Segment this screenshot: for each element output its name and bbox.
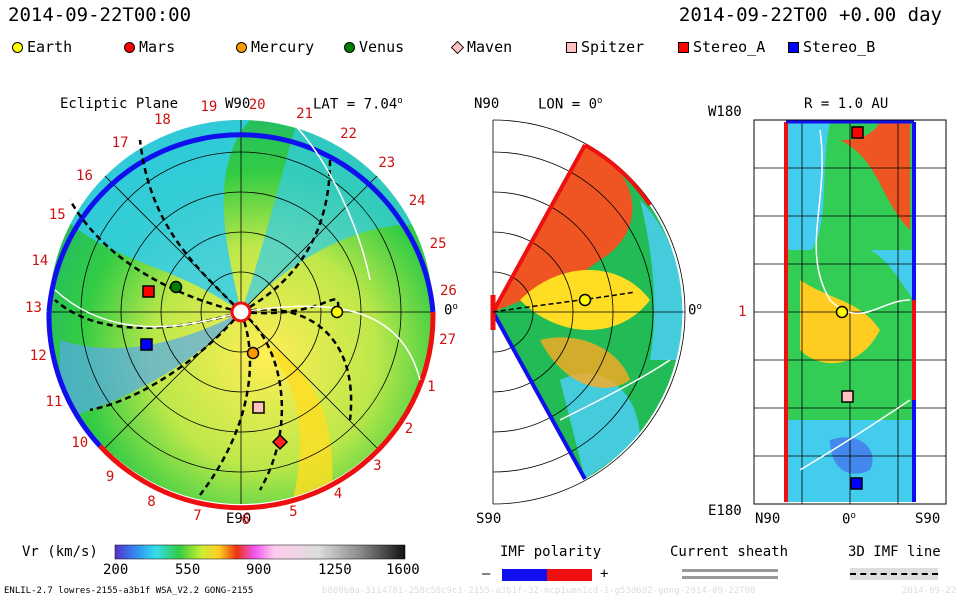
carrington-label: 16 (76, 167, 93, 184)
imf3d-title: 3D IMF line (848, 544, 941, 560)
imf-negative-swatch (502, 569, 547, 581)
radial-x-right: S90 (915, 511, 941, 527)
carrington-label: 3 (373, 457, 382, 474)
imf-polarity-title: IMF polarity (500, 544, 602, 560)
carrington-label: 11 (45, 394, 63, 411)
venus-marker-icon (344, 41, 355, 53)
header-date-right: 2014-09-22T00 +0.00 day (678, 4, 942, 26)
legend-item-maven: Maven (450, 38, 513, 56)
stereo-a-marker (142, 285, 155, 298)
imf3d-line (850, 573, 938, 575)
colorbar-tick-label: 900 (246, 562, 272, 578)
meridional-bottom-label: S90 (476, 511, 502, 527)
carrington-label: 14 (31, 252, 49, 269)
radial-x-left: N90 (755, 511, 781, 527)
mars-marker-icon (124, 41, 135, 53)
footer-date: 2014-09-22 (902, 586, 957, 596)
legend-item-venus: Venus (344, 38, 404, 56)
carrington-label: 13 (25, 300, 42, 317)
radial-top-label: W180 (708, 104, 742, 120)
earth-marker-icon (12, 41, 23, 53)
legend-item-mercury: Mercury (236, 38, 314, 56)
legend-label: Stereo_B (803, 38, 876, 56)
carrington-label: 7 (193, 508, 202, 525)
carrington-label: 23 (378, 155, 396, 172)
legend-label: Earth (27, 38, 73, 56)
carrington-label: 27 (439, 331, 456, 348)
colorbar-tick-label: 550 (175, 562, 201, 578)
mercury-marker (246, 346, 260, 360)
earth-marker (330, 305, 344, 319)
footer-model: ENLIL-2.7 lowres-2155-a3b1f WSA_V2.2 GON… (4, 586, 254, 596)
spitzer-marker (252, 401, 265, 414)
legend-item-earth: Earth (12, 38, 72, 56)
carrington-label: 10 (71, 434, 89, 451)
carrington-label: 9 (105, 468, 115, 485)
spitzer-marker-icon (566, 41, 577, 53)
imf-minus: – (482, 566, 491, 582)
legend-label: Mars (139, 38, 176, 56)
radial-bottom-label: E180 (708, 503, 742, 519)
legend-item-stereo-a: Stereo_A (678, 38, 765, 56)
carrington-label: 26 (439, 283, 457, 300)
colorbar (114, 544, 406, 560)
legend-label: Spitzer (581, 38, 645, 56)
meridional-right-label: 0o (688, 302, 702, 319)
header-date-left: 2014-09-22T00:00 (8, 4, 192, 26)
legend-label: Stereo_A (693, 38, 766, 56)
carrington-label: 24 (408, 192, 426, 209)
ecliptic-lat-label: LAT = 7.04o (313, 96, 403, 113)
venus-marker (169, 280, 183, 294)
carrington-label: 18 (153, 111, 171, 128)
stereo-b-marker-icon (788, 41, 799, 53)
legend-item-mars: Mars (124, 38, 175, 56)
carrington-label: 25 (429, 236, 447, 253)
carrington-label: 1 (427, 378, 436, 395)
mars-marker (271, 433, 289, 451)
carrington-label: 20 (248, 96, 266, 113)
stereo-b-marker (140, 338, 153, 351)
carrington-label: 21 (296, 105, 313, 122)
mercury-marker-icon (236, 41, 247, 53)
carrington-label: 4 (333, 485, 343, 502)
carrington-label: 22 (340, 125, 357, 142)
colorbar-tick-label: 1250 (318, 562, 352, 578)
carrington-label: 19 (200, 98, 218, 115)
legend-label: Mercury (251, 38, 315, 56)
legend-label: Venus (359, 38, 405, 56)
ecliptic-title: Ecliptic Plane (60, 96, 179, 112)
colorbar-label: Vr (km/s) (22, 544, 98, 560)
current-sheath-line-2 (682, 576, 778, 579)
colorbar-tick-label: 1600 (386, 562, 420, 578)
radial-x-mid: 0o (842, 511, 856, 528)
radial-title: R = 1.0 AU (804, 96, 889, 112)
ecliptic-top-label: W90 (225, 96, 251, 112)
carrington-label: 8 (147, 493, 156, 510)
carrington-label: 2 (404, 421, 414, 438)
radial-mid-label: 1 (738, 304, 747, 320)
legend-item-stereo-b: Stereo_B (788, 38, 875, 56)
carrington-label: 15 (48, 207, 66, 224)
ecliptic-right-label: 0o (444, 302, 458, 319)
carrington-label: 5 (289, 504, 298, 521)
meridional-lon-label: LON = 0o (538, 96, 603, 113)
legend-label: Maven (467, 38, 513, 56)
carrington-label: 6 (241, 511, 250, 528)
carrington-label: 12 (29, 348, 47, 365)
carrington-label: 17 (111, 135, 129, 152)
imf-positive-swatch (547, 569, 592, 581)
current-sheath-title: Current sheath (670, 544, 789, 560)
imf-plus: + (600, 566, 609, 582)
stereo-a-marker-icon (678, 41, 689, 53)
footer-run-id: b800b0a-3114781-258c58c9c1-2155-a3b1f-32… (322, 586, 756, 596)
ecliptic-bottom-label: E90 (226, 511, 252, 527)
meridional-top-label: N90 (474, 96, 500, 112)
colorbar-tick-label: 200 (103, 562, 129, 578)
legend-item-spitzer: Spitzer (566, 38, 644, 56)
current-sheath-line-1 (682, 569, 778, 572)
